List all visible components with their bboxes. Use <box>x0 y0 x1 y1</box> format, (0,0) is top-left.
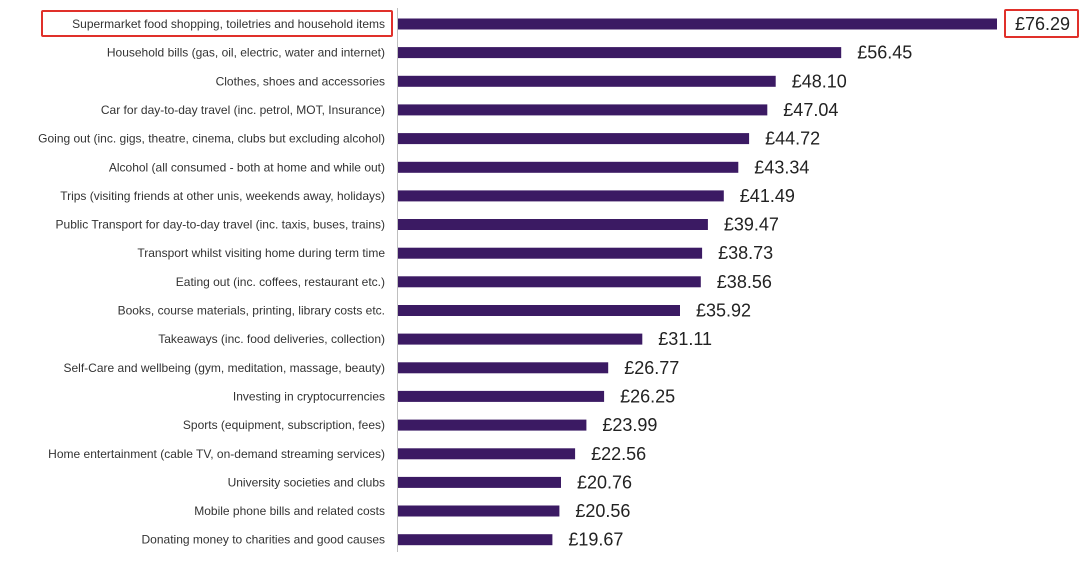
bar <box>398 534 553 546</box>
category-label: Takeaways (inc. food deliveries, collect… <box>158 332 385 346</box>
value-label: £35.92 <box>696 301 751 321</box>
category-label: Public Transport for day-to-day travel (… <box>56 218 385 232</box>
bar <box>398 133 750 145</box>
value-label: £47.04 <box>783 100 838 120</box>
value-label: £41.49 <box>740 186 795 206</box>
bar <box>398 505 560 517</box>
highlight-boxes <box>41 9 1079 38</box>
category-label: Household bills (gas, oil, electric, wat… <box>107 46 385 60</box>
value-label: £43.34 <box>754 157 809 177</box>
value-label: £20.56 <box>575 501 630 521</box>
bar <box>398 333 643 345</box>
value-label: £26.77 <box>624 358 679 378</box>
bar <box>398 18 997 30</box>
value-label: £38.56 <box>717 272 772 292</box>
value-label: £23.99 <box>602 415 657 435</box>
category-label: Mobile phone bills and related costs <box>194 504 385 518</box>
value-highlight-box <box>1004 9 1079 38</box>
value-label: £20.76 <box>577 472 632 492</box>
category-label: Self-Care and wellbeing (gym, meditation… <box>64 361 386 375</box>
category-label: Eating out (inc. coffees, restaurant etc… <box>176 275 385 289</box>
category-label: Supermarket food shopping, toiletries an… <box>72 17 385 31</box>
value-labels: £76.29 £56.45 £48.10 £47.04 £44.72 £43.34 £41.… <box>568 14 1070 550</box>
value-label: £22.56 <box>591 444 646 464</box>
value-label: £44.72 <box>765 129 820 149</box>
bar <box>398 219 708 230</box>
category-labels: Supermarket food shopping, toiletries an… <box>38 17 385 547</box>
bar <box>398 305 680 316</box>
bar <box>398 276 701 288</box>
category-label: Donating money to charities and good cau… <box>142 533 386 547</box>
bar <box>398 104 768 116</box>
bar <box>398 419 587 431</box>
category-label: Clothes, shoes and accessories <box>216 74 385 88</box>
value-label: £38.73 <box>718 243 773 263</box>
bar <box>398 47 842 59</box>
bar <box>398 476 561 488</box>
value-label: £31.11 <box>658 329 712 349</box>
category-label: Car for day-to-day travel (inc. petrol, … <box>101 103 385 117</box>
value-label: £39.47 <box>724 215 779 235</box>
value-label: £48.10 <box>792 71 847 91</box>
bar <box>398 362 609 374</box>
bars-layer <box>398 18 997 546</box>
category-highlight-box <box>41 10 393 37</box>
value-label: £76.29 <box>1015 14 1070 34</box>
bar <box>398 390 605 402</box>
value-label: £19.67 <box>568 530 623 550</box>
category-label: Home entertainment (cable TV, on-demand … <box>48 447 385 461</box>
category-label: Books, course materials, printing, libra… <box>118 304 385 318</box>
category-label: Investing in cryptocurrencies <box>233 389 385 403</box>
category-label: Going out (inc. gigs, theatre, cinema, c… <box>38 132 385 146</box>
bar <box>398 75 776 87</box>
bar <box>398 247 703 259</box>
bar <box>398 161 739 173</box>
bar <box>398 190 724 202</box>
category-label: Sports (equipment, subscription, fees) <box>183 418 385 432</box>
category-label: Trips (visiting friends at other unis, w… <box>60 189 385 203</box>
value-label: £56.45 <box>857 43 912 63</box>
category-label: Transport whilst visiting home during te… <box>137 246 385 260</box>
value-label: £26.25 <box>620 386 675 406</box>
category-label: Alcohol (all consumed - both at home and… <box>109 160 385 174</box>
category-label: University societies and clubs <box>228 475 385 489</box>
bar <box>398 448 576 460</box>
